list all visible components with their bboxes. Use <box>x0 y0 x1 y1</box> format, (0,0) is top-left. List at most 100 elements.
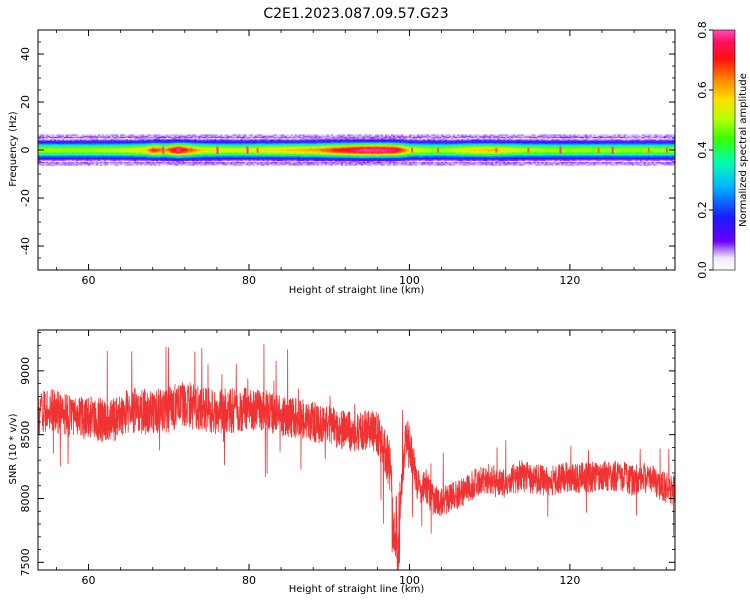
spectrogram-cell <box>140 144 143 146</box>
spectrogram-cell <box>136 164 139 166</box>
spectrogram-cell <box>134 156 137 158</box>
spectrogram-cell <box>352 135 356 137</box>
spectrogram-cell <box>118 134 121 136</box>
spectrogram-cell <box>116 148 119 151</box>
spectrogram-cell <box>68 139 71 141</box>
spectrogram-cell <box>216 146 219 148</box>
spectrogram-cell <box>372 154 376 157</box>
spectrogram-cell <box>210 147 213 149</box>
spectrogram-cell <box>52 147 55 149</box>
spectrogram-cell <box>230 138 233 140</box>
spectrogram-cell <box>278 158 281 160</box>
spectrogram-cell <box>196 145 199 147</box>
spectrogram-cell <box>176 158 179 160</box>
spectrogram-cell <box>378 134 382 136</box>
spectrogram-cell <box>214 158 217 160</box>
spectrogram-cell <box>393 145 396 147</box>
spectrogram-cell <box>50 162 53 164</box>
spectrogram-cell <box>92 150 95 152</box>
spectrogram-cell <box>403 163 406 165</box>
spectrogram-cell <box>132 150 135 152</box>
spectrogram-cell <box>242 138 245 140</box>
spectrogram-cell <box>184 142 187 145</box>
spectrogram-cell <box>386 158 390 160</box>
spectrogram-cell <box>284 158 287 160</box>
spectrogram-cell <box>332 138 335 140</box>
spectrogram-cell <box>352 159 356 161</box>
spectrogram-cell <box>210 141 213 143</box>
spectrogram-cell <box>242 154 245 157</box>
spectrogram-cell <box>118 136 121 139</box>
spectrogram-cell <box>82 142 85 145</box>
spectrogram-cell <box>202 141 205 143</box>
spectrogram-cell <box>194 160 197 163</box>
spectrogram-cell <box>403 153 406 155</box>
spectrogram-cell <box>38 139 41 141</box>
spectrogram-cell <box>397 162 400 164</box>
spectrogram-cell <box>380 162 384 164</box>
spectrogram-cell <box>384 146 388 148</box>
spectrogram-cell <box>58 164 61 166</box>
spectrogram-cell <box>264 153 267 155</box>
spectrogram-cell <box>308 136 311 139</box>
spectrogram-cell <box>120 154 123 157</box>
spectrogram-cell <box>228 160 231 163</box>
spectrogram-cell <box>380 139 384 141</box>
spectrogram-cell <box>338 142 342 145</box>
spectrogram-cell <box>288 160 291 163</box>
spectrogram-cell <box>330 136 333 139</box>
spectrogram-cell <box>308 148 311 151</box>
spectrogram-cell <box>88 160 91 163</box>
spectrogram-cell <box>78 163 81 165</box>
spectrogram-cell <box>258 139 261 141</box>
spectrogram-cell <box>198 156 201 158</box>
spectrogram-cell <box>116 157 119 159</box>
spectrogram-cell <box>364 153 368 155</box>
spectrogram-cell <box>226 158 229 160</box>
spectrogram-cell <box>188 147 191 149</box>
spectrogram-cell <box>244 140 247 142</box>
spectrogram-cell <box>336 148 340 151</box>
spectrogram-cell <box>234 147 237 149</box>
spectrogram-cell <box>160 151 163 153</box>
spectrogram-cell <box>170 163 173 165</box>
spectrogram-cell <box>370 150 374 152</box>
spectrogram-cell <box>134 141 137 143</box>
spectrogram-cell <box>401 157 404 159</box>
spectrogram-cell <box>336 144 340 146</box>
spectrogram-cell <box>376 153 380 155</box>
spectrogram-cell <box>120 151 123 153</box>
spectrogram-cell <box>164 138 167 140</box>
spectrogram-cell <box>304 156 307 158</box>
spectrogram-cell <box>66 134 69 136</box>
spectrogram-cell <box>248 148 251 151</box>
spectrogram-cell <box>284 152 287 154</box>
spectrogram-cell <box>138 148 141 151</box>
spectrogram-cell <box>76 136 79 139</box>
spectrogram-cell <box>100 162 103 164</box>
spectrogram-cell <box>360 151 364 153</box>
spectrogram-cell <box>417 139 420 141</box>
spectrogram-cell <box>130 158 133 160</box>
spectrogram-cell <box>236 147 239 149</box>
spectrogram-cell <box>116 147 119 149</box>
spectrogram-cell <box>40 138 43 140</box>
spectrogram-cell <box>384 162 388 164</box>
spectrogram-cell <box>152 151 155 153</box>
spectrogram-cell <box>368 147 372 149</box>
spectrogram-cell <box>240 136 243 139</box>
spectrogram-cell <box>330 159 333 161</box>
spectrogram-cell <box>214 163 217 165</box>
spectrogram-cell <box>96 153 99 155</box>
spectrogram-cell <box>146 151 149 153</box>
spectrogram-cell <box>374 148 378 151</box>
spectrogram-cell <box>214 148 217 151</box>
spectrogram-cell <box>208 153 211 155</box>
spectrogram-cell <box>136 146 139 148</box>
spectrogram-cell <box>397 140 400 142</box>
spectrogram-cell <box>316 147 319 149</box>
spectrogram-cell <box>68 140 71 142</box>
spectrogram-cell <box>194 159 197 161</box>
spectrogram-cell <box>138 162 141 164</box>
spectrogram-cell <box>140 153 143 155</box>
